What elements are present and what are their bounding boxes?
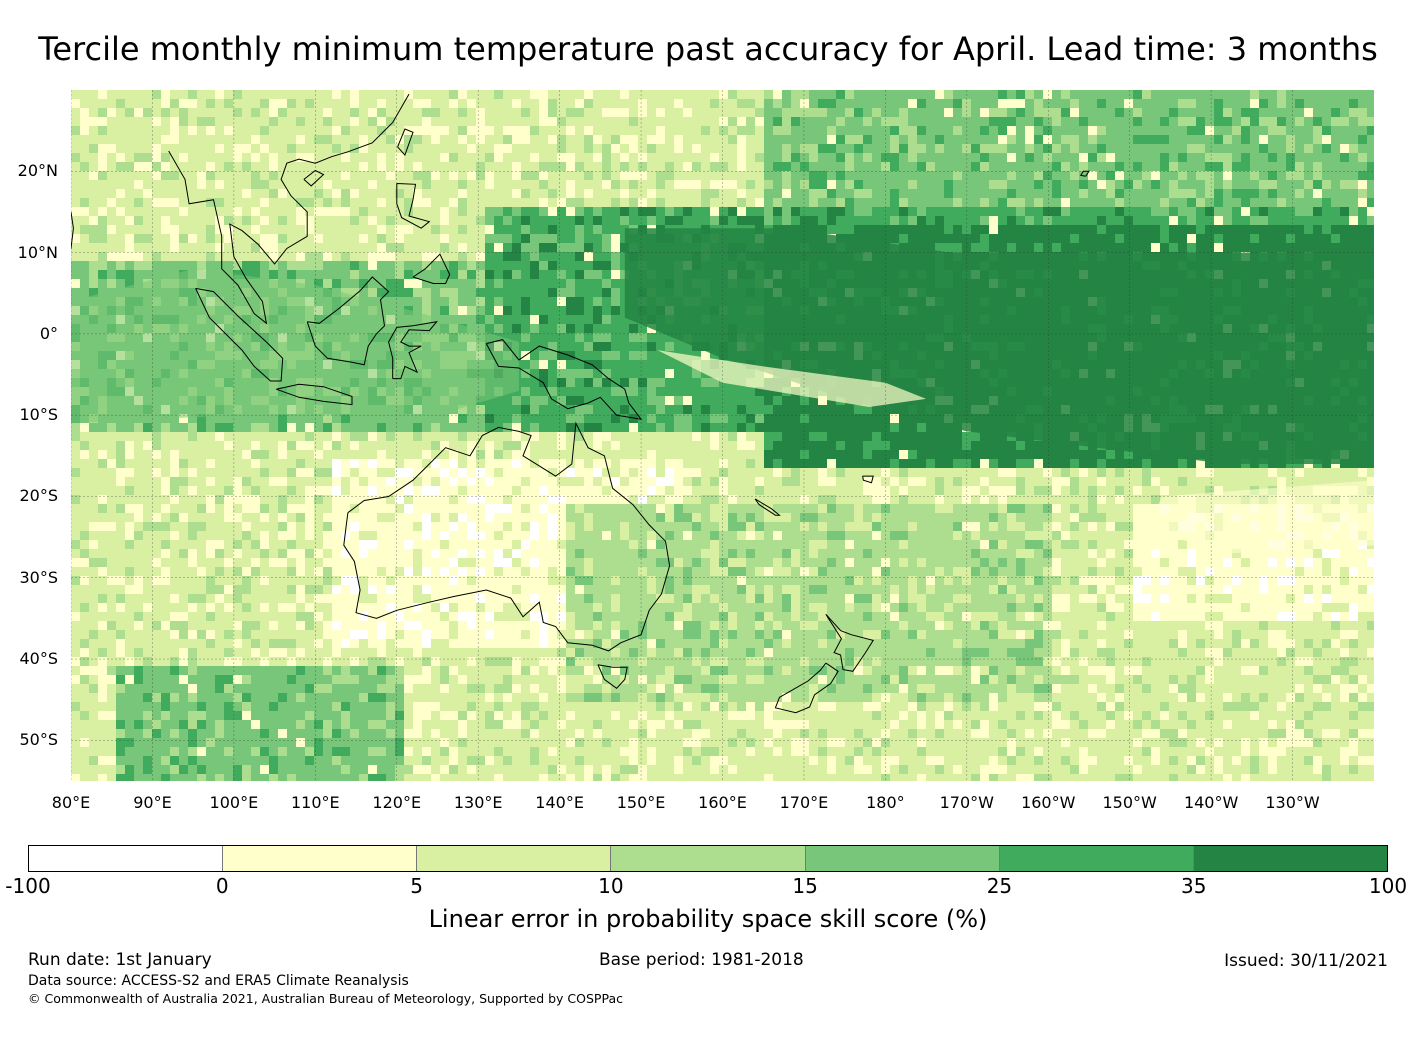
colorbar-tick-label: 10 [598,874,624,898]
lon-tick-label: 130°W [1265,793,1320,812]
coastline-mainland-asia [71,211,74,250]
lat-tick-label: 20°N [17,161,58,181]
coastline-new-guinea [485,339,643,420]
lon-tick-label: 160°E [698,793,747,812]
coastline-taiwan [397,128,414,156]
base-period: Base period: 1981-2018 [599,950,804,970]
colorbar-tick-label: 100 [1368,874,1408,898]
coastline-java [276,383,353,406]
colorbar [28,845,1388,872]
data-source: Data source: ACCESS-S2 and ERA5 Climate … [28,973,409,989]
colorbar-tick-label: 35 [1180,874,1207,898]
colorbar-segment [417,846,612,871]
lon-tick-label: 80°E [51,793,91,812]
coastline-new-zealand-north [825,613,874,672]
colorbar-segment [611,846,806,871]
lon-tick-label: 170°E [779,793,829,812]
lon-tick-label: 120°E [372,793,422,812]
coastline-indochina [168,93,410,325]
lon-tick-label: 140°W [1183,793,1239,812]
lat-tick-label: 30°S [19,567,58,587]
colorbar-label: Linear error in probability space skill … [428,905,988,933]
colorbar-tick-label: 15 [792,874,818,898]
copyright-notice: © Commonwealth of Australia 2021, Austra… [28,991,623,1006]
coastline-mindanao [412,253,451,284]
coastline-sumatra [195,287,284,382]
lat-tick-label: 0° [39,323,58,343]
coastline-fiji [862,475,874,484]
lat-tick-label: 40°S [19,649,58,669]
coastline-sulawesi [388,320,438,380]
lat-tick-label: 20°S [19,486,58,506]
colorbar-tick-label: 0 [215,874,229,898]
map-title: Tercile monthly minimum temperature past… [38,30,1378,68]
skill-score-map-svg [71,90,1374,781]
lat-tick-label: 10°S [19,405,58,425]
coastlines [71,93,1090,714]
coastline-hainan [303,169,325,187]
lat-tick-label: 10°N [17,242,58,262]
lon-tick-label: 130°E [453,793,503,812]
map-gridlines [71,90,1374,781]
colorbar-segment [1193,846,1387,871]
coastline-hawaii [1079,170,1090,177]
colorbar-tick-label: 5 [410,874,423,898]
lon-tick-label: 110°E [290,793,340,812]
lon-tick-label: 170°W [939,793,994,812]
colorbar-tick-label: -100 [5,874,51,898]
coastline-borneo [306,276,390,366]
coastline-tasmania [597,664,628,689]
colorbar-segment [805,846,1000,871]
issued-date: Issued: 30/11/2021 [1224,951,1388,971]
colorbar-segment [223,846,418,871]
coastline-new-caledonia [754,498,781,516]
colorbar-tick-label: 25 [986,874,1013,898]
colorbar-segment [999,846,1194,871]
lon-tick-label: 90°E [133,793,172,812]
coastline-australia [343,421,671,652]
skill-score-zones [71,228,1374,554]
lon-tick-label: 180° [866,793,905,812]
run-date: Run date: 1st January [28,950,212,970]
lon-tick-label: 100°E [209,793,259,812]
coastline-luzon [396,183,431,229]
colorbar-segment [29,846,224,871]
coastline-new-zealand-south [774,662,839,714]
lon-tick-label: 150°E [616,793,666,812]
lon-tick-label: 150°W [1102,793,1157,812]
skill-score-map [71,90,1374,781]
lat-tick-label: 50°S [19,730,58,750]
lon-tick-label: 160°W [1021,793,1076,812]
lon-tick-label: 140°E [535,793,584,812]
